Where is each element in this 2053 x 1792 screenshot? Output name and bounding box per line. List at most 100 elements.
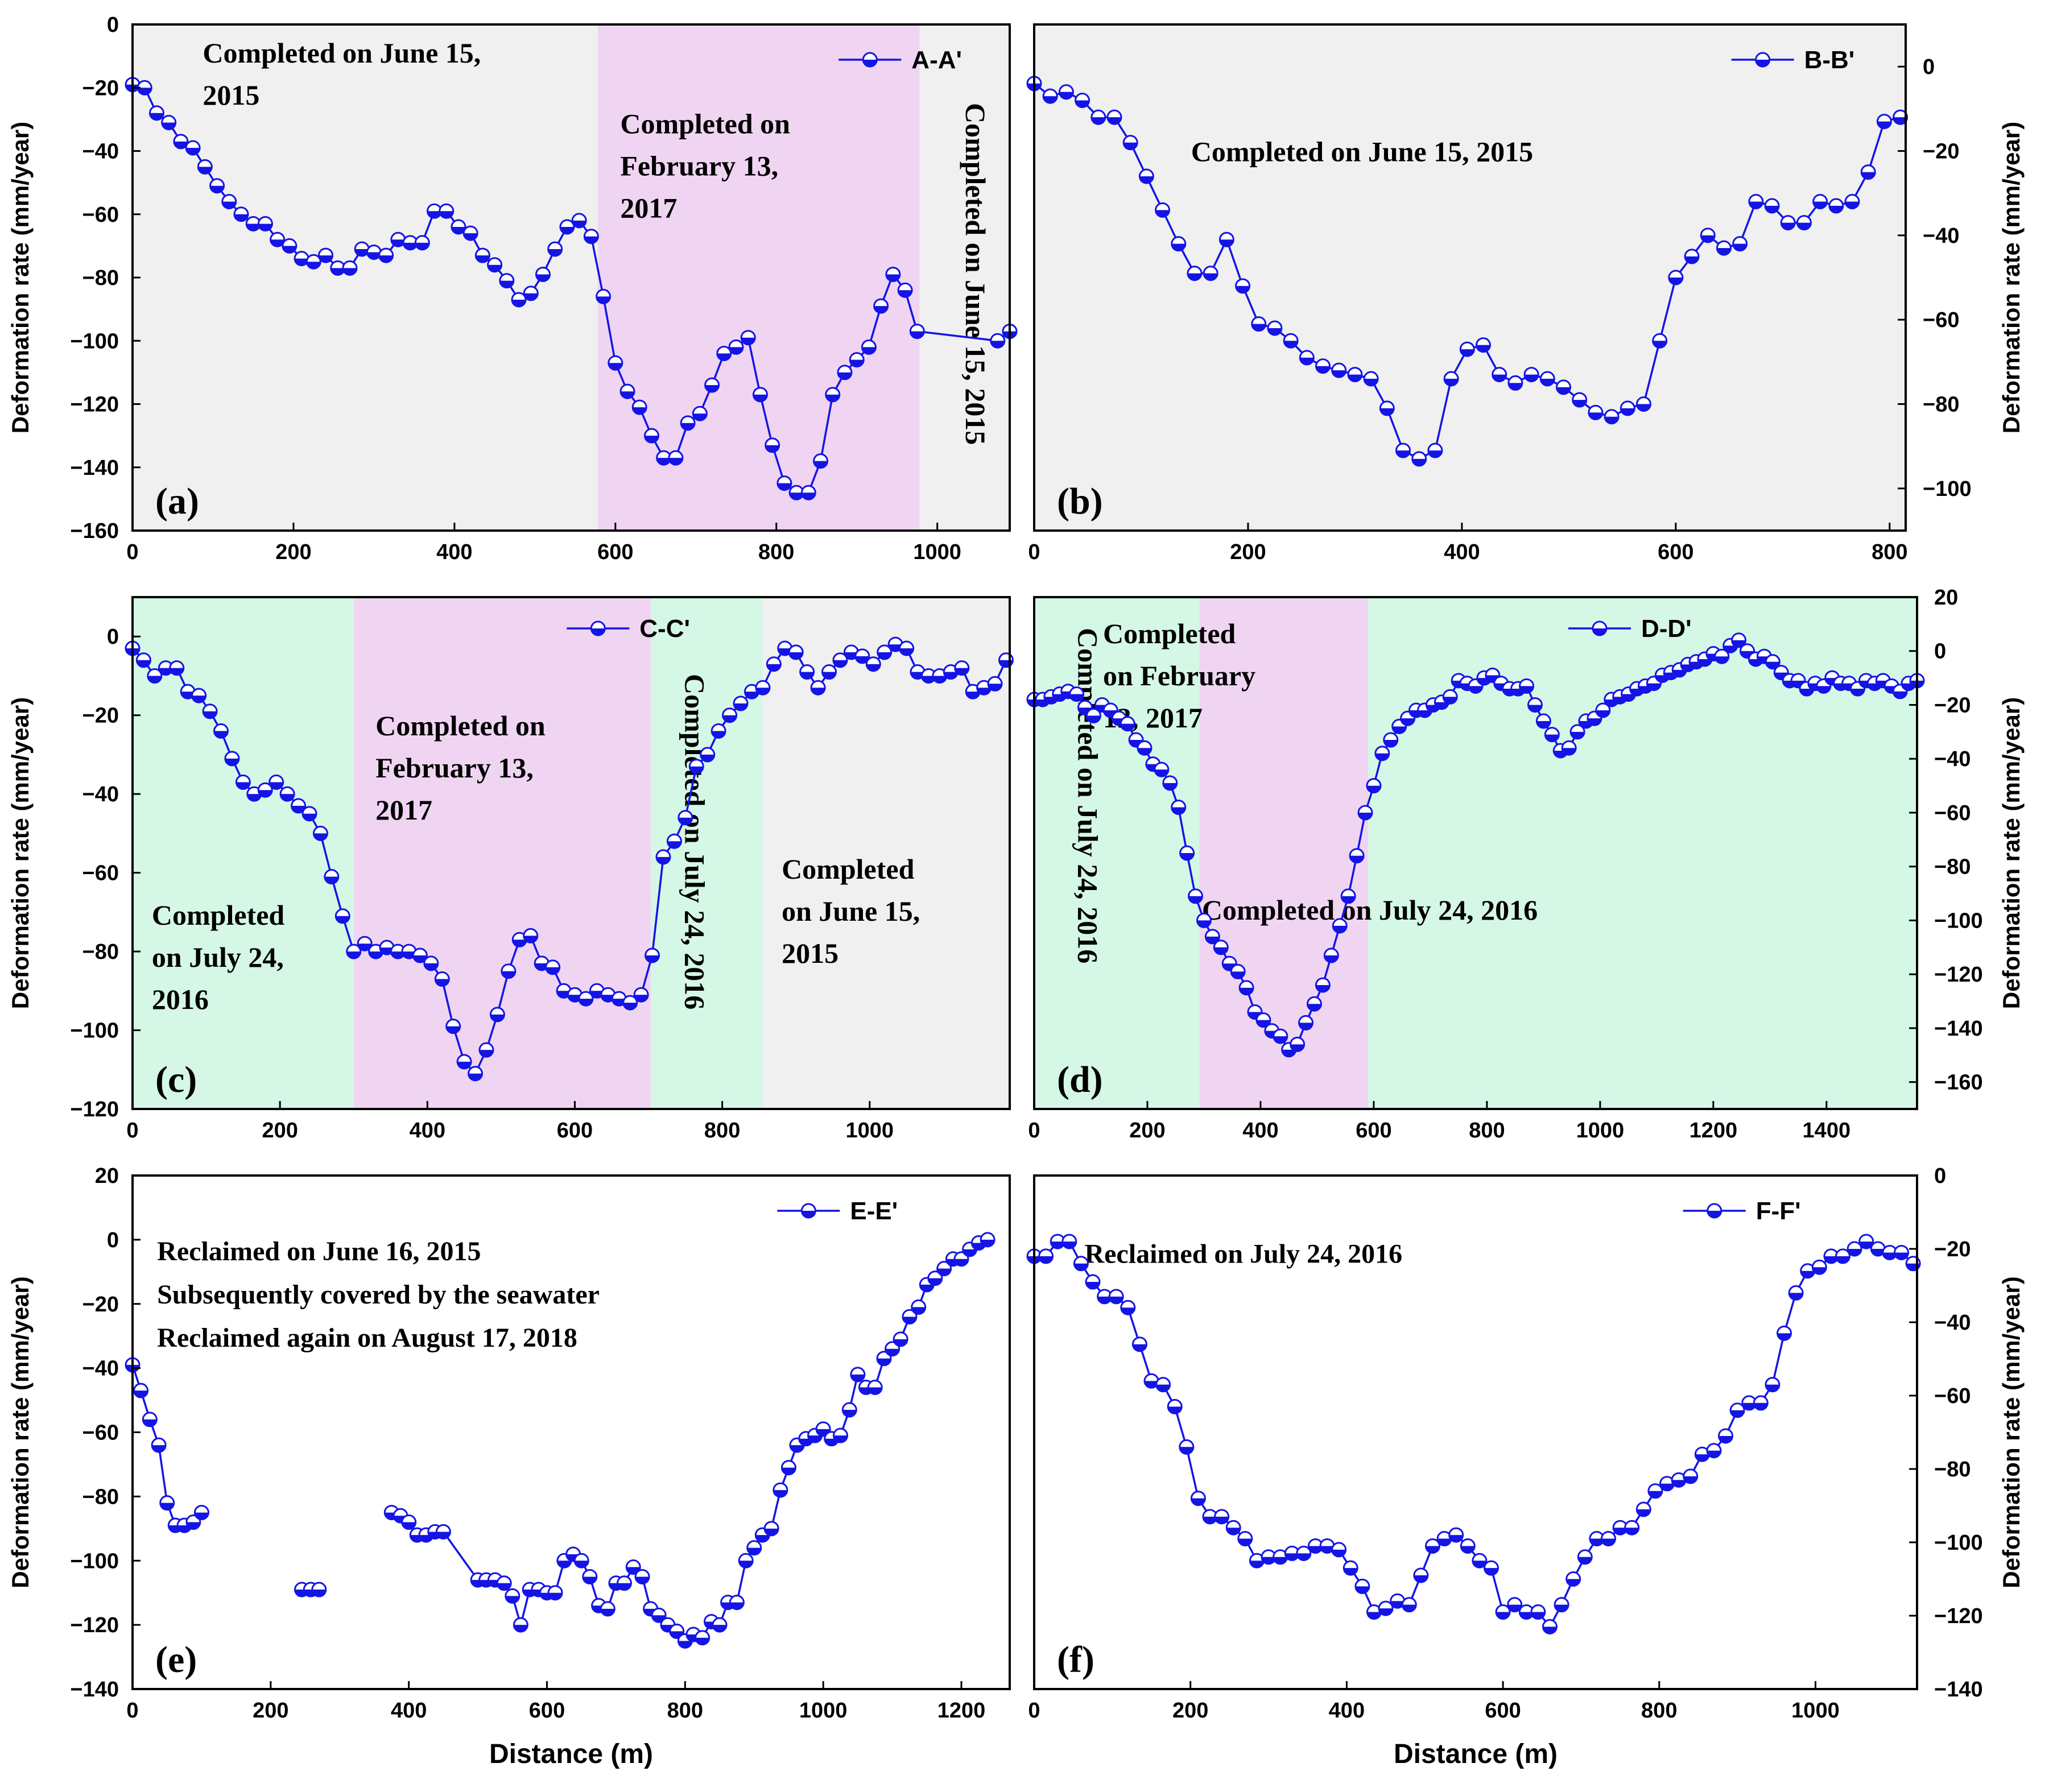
data-point-fill [1358,812,1372,820]
y-axis-label: Deformation rate (mm/year) [1998,1276,2025,1588]
data-point-fill [307,262,321,269]
data-point-fill [1596,710,1610,717]
region-label: 2017 [375,794,432,826]
x-tick-label: 200 [253,1699,288,1723]
data-point-fill [236,782,250,789]
data-point-fill [911,1307,926,1314]
data-point-fill [755,688,770,695]
data-point-fill [1816,686,1831,693]
data-point-fill [546,967,560,974]
data-point-fill [1204,273,1218,280]
data-point-fill [1262,1557,1276,1564]
data-point-fill [990,341,1005,348]
data-point-fill [634,995,648,1002]
data-point-fill [1754,1402,1768,1410]
data-point-fill [1715,656,1729,664]
annotation-text: Subsequently covered by the seawater [157,1280,600,1310]
data-point-fill [1893,691,1907,698]
data-point-fill [247,794,261,801]
annotation-text: Reclaimed again on August 17, 2018 [157,1323,577,1353]
data-point-fill [850,359,864,367]
data-point-fill [1877,121,1891,129]
data-point-fill [380,947,394,955]
data-point-fill [1800,689,1814,696]
data-point-fill [1765,205,1779,213]
data-point-fill [1401,718,1415,726]
data-point-fill [1238,1538,1252,1546]
data-point-fill [1588,412,1602,420]
data-point-fill [944,672,958,679]
x-tick-label: 0 [126,1119,138,1143]
data-point-fill [436,1532,451,1539]
data-point-fill [886,274,900,282]
y-tick-label: −120 [70,393,119,417]
region-label: 2015 [203,79,259,111]
data-point-fill [134,1390,148,1398]
data-point-fill [1171,243,1185,251]
data-point-fill [877,652,891,659]
region-label: February 13, [375,752,534,784]
y-tick-label: 0 [107,625,119,649]
y-axis-label: Deformation rate (mm/year) [7,122,34,433]
data-point-fill [741,337,755,345]
y-tick-label: −40 [82,783,119,806]
region-label: 2017 [620,192,677,224]
data-point-fill [1290,1044,1304,1052]
region-label: Completed on June 15, 2015 [960,103,992,445]
data-point-fill [1829,205,1843,213]
data-point-fill [1121,723,1135,731]
x-tick-label: 600 [1485,1699,1521,1723]
data-point-fill [1685,256,1699,263]
data-point-fill [1332,370,1346,378]
y-tick-label: 20 [95,1164,119,1188]
plot-frame [1033,23,1907,532]
data-point-fill [825,394,840,402]
data-point-fill [505,1596,519,1603]
data-point-fill [548,1592,563,1600]
data-point-fill [324,876,338,884]
y-tick-label: −40 [1934,1311,1971,1335]
data-point-fill [1075,100,1089,107]
region-shading [1034,597,1200,1109]
data-point-fill [159,668,173,675]
data-point-fill [1086,1282,1100,1289]
region-label: 2015 [782,937,838,969]
data-point-fill [402,951,416,959]
data-point-fill [1155,210,1170,217]
data-point-fill [1578,1557,1592,1564]
y-tick-label: −120 [1934,963,1983,987]
y-tick-label: −20 [82,1293,119,1317]
data-point-fill [186,1522,200,1529]
data-point-fill [1484,1568,1498,1575]
data-point-fill [138,88,152,95]
data-point-fill [413,955,427,962]
data-point-fill [1800,1270,1815,1278]
data-point-fill [1226,1528,1241,1535]
data-point-fill [1672,669,1687,677]
x-tick-label: 0 [1028,1699,1040,1723]
data-point-fill [1719,1435,1733,1443]
data-point-fill [1284,341,1298,348]
y-tick-label: −100 [70,329,119,353]
data-point-fill [955,1259,969,1266]
y-tick-label: −160 [1934,1071,1983,1095]
legend-label: D-D' [1641,615,1692,643]
x-tick-label: 600 [529,1699,565,1723]
annotation-text: Reclaimed on July 24, 2016 [1084,1239,1402,1269]
data-point-fill [1300,357,1314,365]
data-point-fill [1139,176,1154,183]
data-point-fill [1051,1241,1065,1249]
data-point-fill [439,211,453,218]
data-point-fill [1531,1612,1545,1619]
data-point-fill [1813,201,1827,209]
y-tick-label: 0 [1934,1164,1946,1188]
legend-marker-fill [1592,628,1606,635]
legend-marker-fill [1707,1211,1721,1218]
data-point-fill [1087,715,1101,723]
data-point-fill [282,246,296,253]
data-point-fill [1850,689,1865,696]
y-tick-label: −80 [82,266,119,290]
x-tick-label: 1000 [799,1699,848,1723]
region-label: Completed on June 15, 2015 [1191,135,1533,167]
data-point-fill [885,1348,899,1356]
